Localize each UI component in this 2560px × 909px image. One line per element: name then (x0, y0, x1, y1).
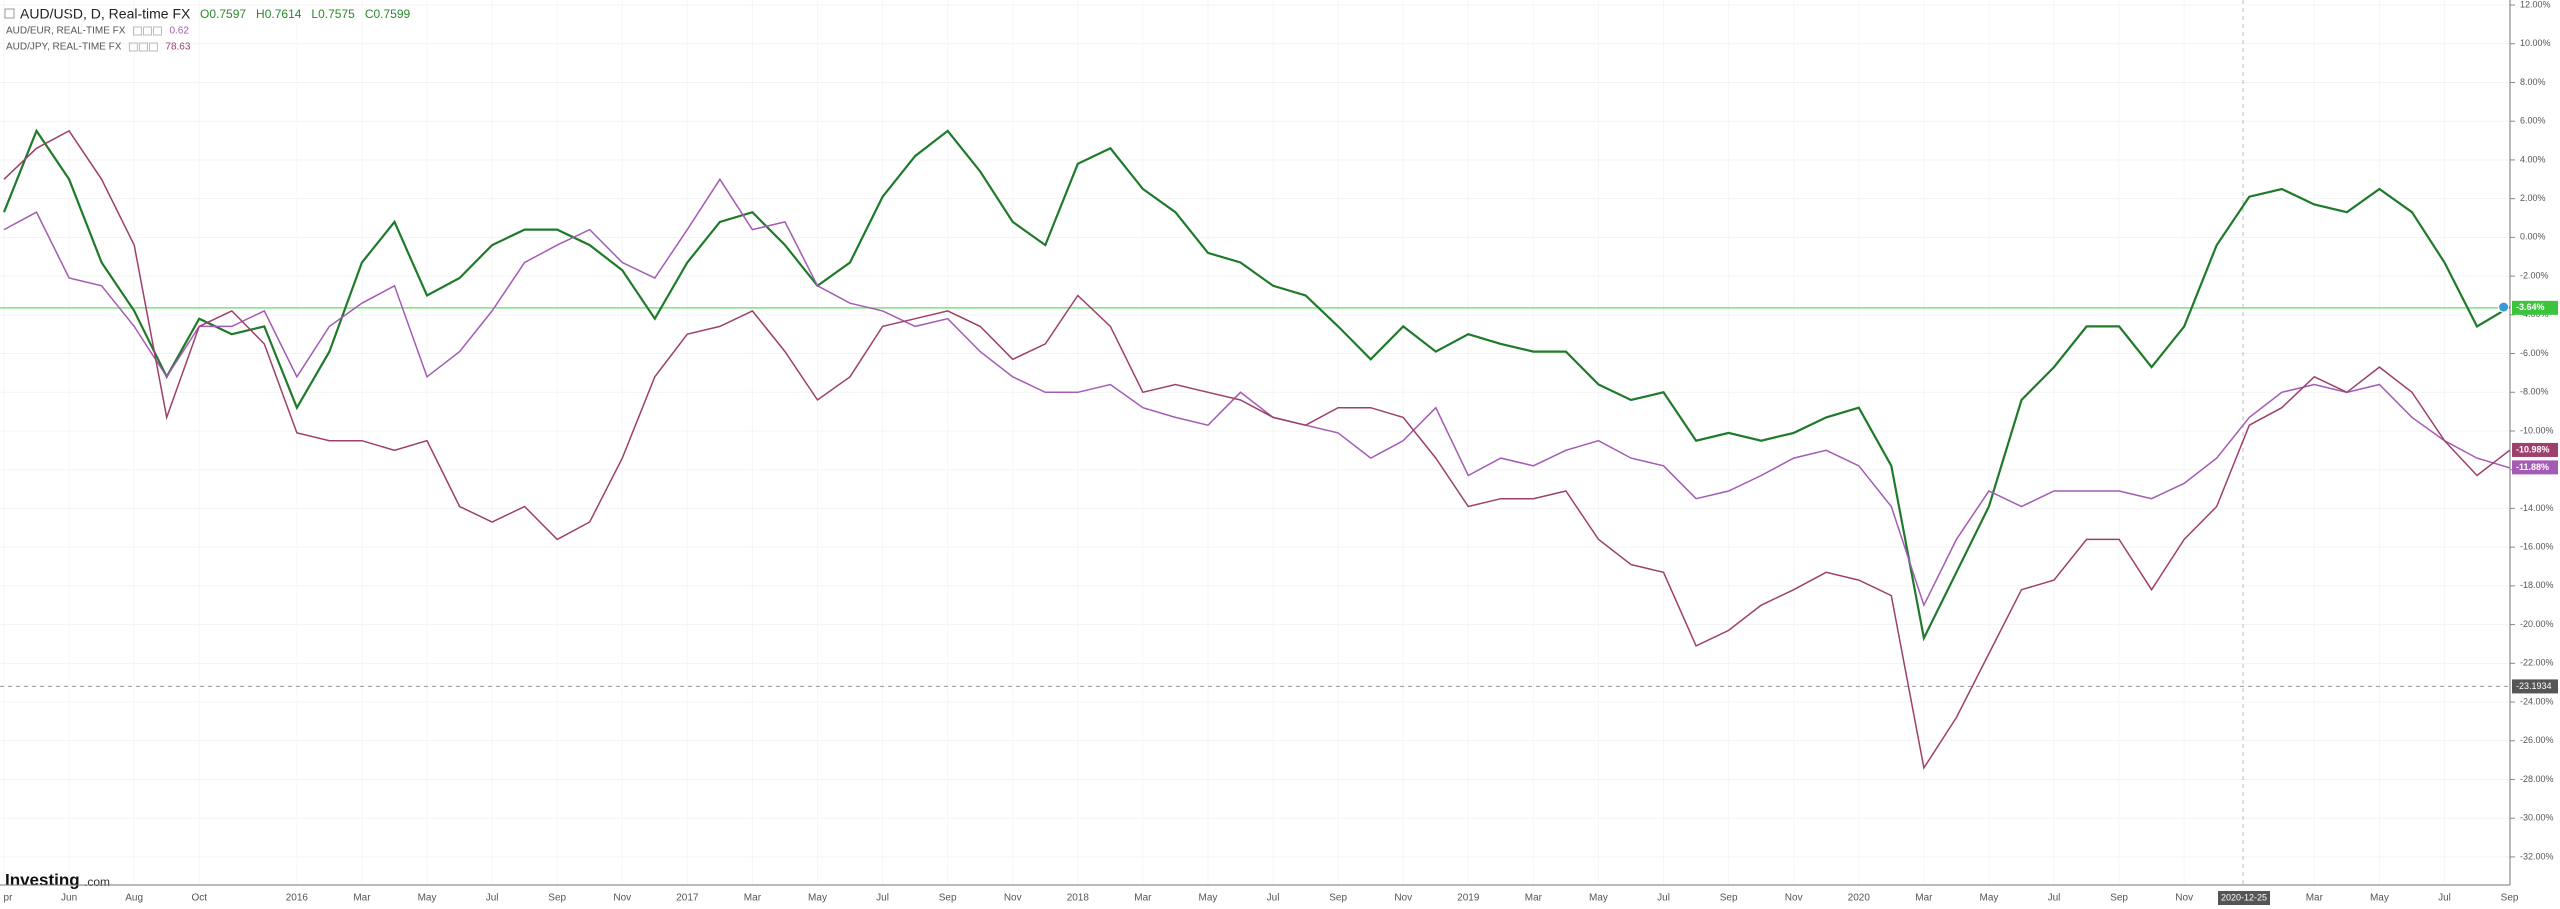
end-label-bg (2512, 460, 2558, 475)
y-tick-label: -16.00% (2520, 542, 2554, 552)
x-tick-label: Sep (939, 893, 957, 904)
x-tick-label: Sep (2501, 893, 2519, 904)
x-tick-label: 2020 (1848, 893, 1871, 904)
x-tick-label: May (808, 893, 827, 904)
x-tick-label: Sep (1329, 893, 1347, 904)
series-line (2, 128, 2511, 642)
x-tick-label: Jul (1657, 893, 1670, 904)
y-tick-label: -6.00% (2520, 348, 2549, 358)
ohlc-value: C0.7599 (365, 7, 411, 21)
crosshair-date-bg (2218, 891, 2270, 905)
x-tick-label: Jul (2438, 893, 2451, 904)
last-point (2498, 301, 2510, 313)
x-tick-label: Jun (61, 893, 77, 904)
y-tick-label: -22.00% (2520, 658, 2554, 668)
x-tick-label: 2019 (1457, 893, 1480, 904)
y-tick-label: -32.00% (2520, 851, 2554, 861)
legend-button[interactable] (132, 26, 142, 36)
series-line (3, 129, 2511, 770)
end-label: -3.64% (2516, 302, 2545, 312)
x-tick-label: Mar (1525, 893, 1543, 904)
x-tick-label: Mar (2306, 893, 2324, 904)
y-tick-label: 10.00% (2520, 38, 2551, 48)
ohlc-value: H0.7614 (256, 7, 302, 21)
x-tick-label: Nov (2175, 893, 2193, 904)
y-tick-label: -2.00% (2520, 270, 2549, 280)
y-tick-label: -14.00% (2520, 503, 2554, 513)
x-tick-label: 2016 (286, 893, 309, 904)
series-line (3, 177, 2510, 608)
x-tick-label: Mar (1134, 893, 1152, 904)
legend-button[interactable] (148, 42, 158, 52)
y-tick-label: -26.00% (2520, 735, 2554, 745)
x-tick-label: May (1979, 893, 1998, 904)
ohlc-value: L0.7575 (311, 7, 355, 21)
end-label: -11.88% (2516, 462, 2549, 472)
chart-title: AUD/USD, D, Real-time FX (20, 6, 191, 22)
x-tick-label: Jul (2048, 893, 2061, 904)
y-tick-label: -18.00% (2520, 580, 2554, 590)
legend-button[interactable] (138, 42, 148, 52)
x-tick-label: Nov (1004, 893, 1022, 904)
x-tick-label: Mar (744, 893, 762, 904)
end-label-bg (2512, 300, 2558, 315)
y-tick-label: -24.00% (2520, 696, 2554, 706)
x-tick-label: May (2370, 893, 2389, 904)
x-tick-label: Mar (353, 893, 371, 904)
x-tick-label: 2018 (1067, 893, 1090, 904)
x-tick-label: Sep (1720, 893, 1738, 904)
legend-button[interactable] (152, 26, 162, 36)
ohlc-value: O0.7597 (200, 7, 246, 21)
x-tick-label: Nov (1785, 893, 1803, 904)
x-tick-label: Jul (486, 893, 499, 904)
x-tick-label: Jul (1267, 893, 1280, 904)
y-tick-label: 0.00% (2520, 232, 2546, 242)
legend-button[interactable] (142, 26, 152, 36)
x-tick-label: May (1589, 893, 1608, 904)
x-tick-label: Mar (1915, 893, 1933, 904)
y-tick-label: -20.00% (2520, 619, 2554, 629)
crosshair-value: -23.1934 (2516, 681, 2552, 691)
x-tick-label: 2017 (676, 893, 699, 904)
legend-last: 78.63 (165, 42, 190, 53)
crosshair-date: 2020-12-25 (2221, 892, 2267, 902)
y-tick-label: -10.00% (2520, 425, 2554, 435)
legend-name: AUD/EUR, REAL-TIME FX (6, 26, 126, 37)
legend-name: AUD/JPY, REAL-TIME FX (6, 42, 122, 53)
x-tick-label: May (418, 893, 437, 904)
logo-suffix: .com (84, 875, 110, 889)
x-tick-label: Nov (613, 893, 631, 904)
legend-button[interactable] (128, 42, 138, 52)
x-tick-label: Aug (125, 893, 143, 904)
y-tick-label: 8.00% (2520, 77, 2546, 87)
y-tick-label: 6.00% (2520, 116, 2546, 126)
y-tick-label: 2.00% (2520, 193, 2546, 203)
y-tick-label: 12.00% (2520, 0, 2551, 9)
y-tick-label: -8.00% (2520, 387, 2549, 397)
crosshair-value-bg (2512, 679, 2558, 694)
y-tick-label: -30.00% (2520, 813, 2554, 823)
x-tick-label: Sep (2110, 893, 2128, 904)
x-tick-label: pr (4, 893, 14, 904)
x-tick-label: Jul (876, 893, 889, 904)
x-tick-label: Nov (1394, 893, 1412, 904)
y-tick-label: -28.00% (2520, 774, 2554, 784)
x-tick-label: Sep (548, 893, 566, 904)
y-tick-label: 4.00% (2520, 154, 2546, 164)
end-label: -10.98% (2516, 444, 2550, 454)
legend-last: 0.62 (169, 26, 189, 37)
collapse-icon[interactable] (4, 8, 15, 19)
x-tick-label: May (1199, 893, 1218, 904)
x-tick-label: Oct (191, 893, 207, 904)
end-label-bg (2512, 442, 2558, 457)
logo-brand: Investing (5, 870, 80, 889)
